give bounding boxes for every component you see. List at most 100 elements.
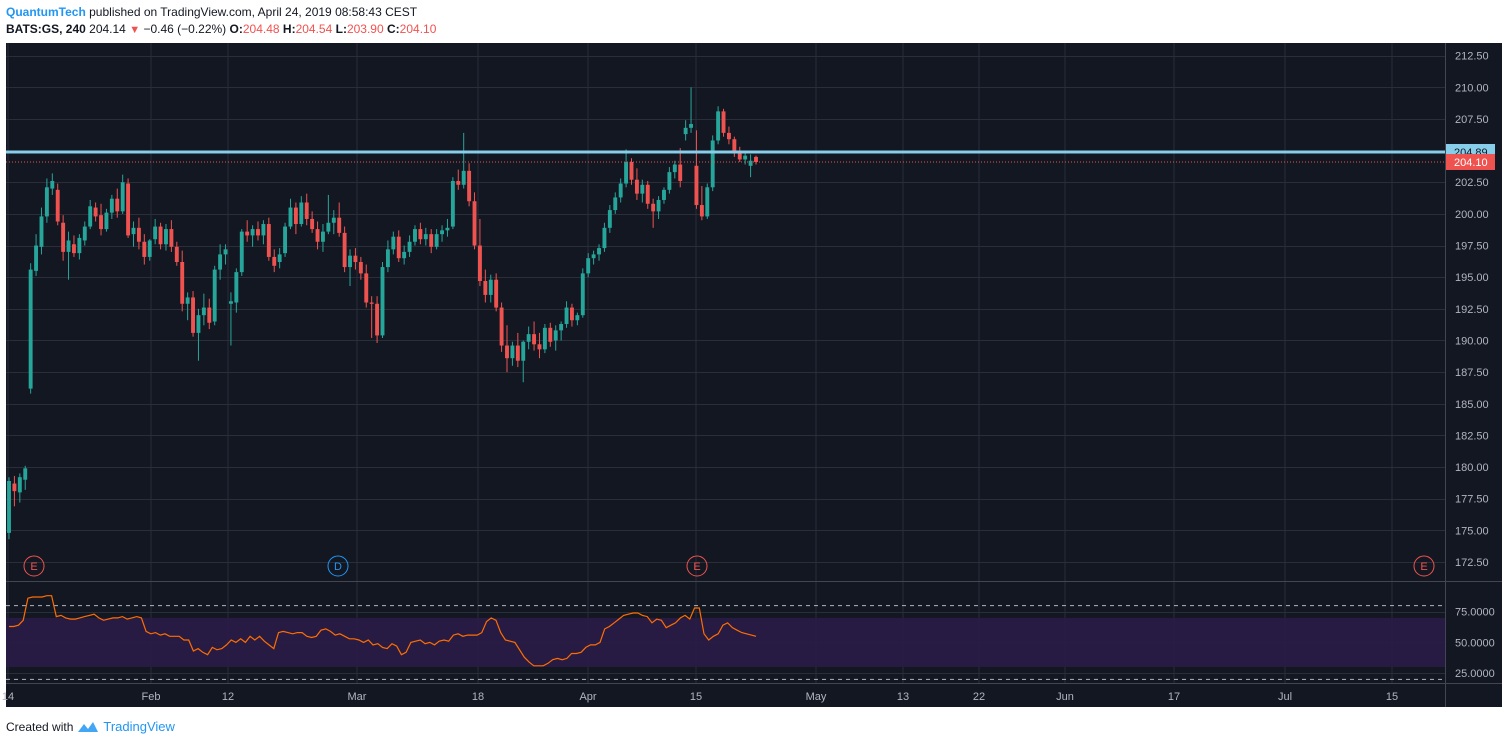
- candle-body: [136, 227, 141, 242]
- candle: [586, 253, 591, 278]
- candle-body: [694, 165, 699, 206]
- candle: [391, 231, 396, 255]
- event-marker-circle: [327, 555, 349, 577]
- candle: [461, 132, 466, 189]
- candle-body: [754, 156, 758, 162]
- price-tick-label: 182.50: [1455, 430, 1489, 442]
- price-tick-label: 177.50: [1455, 494, 1489, 506]
- candle-body: [553, 330, 558, 341]
- candle-body: [93, 207, 98, 217]
- rsi-line: [9, 595, 757, 667]
- candle-body: [12, 483, 17, 492]
- symbol-info: BATS:GS, 240 204.14 ▼ −0.46 (−0.22%) O:2…: [6, 22, 436, 36]
- candle: [7, 477, 11, 540]
- event-marker[interactable]: D: [327, 555, 349, 577]
- candle: [218, 244, 223, 280]
- price-tick-label: 212.50: [1455, 51, 1489, 63]
- candle: [467, 163, 472, 207]
- candle-body: [66, 240, 71, 252]
- price-tick-label: 200.00: [1455, 209, 1489, 221]
- open-label: O:: [229, 22, 243, 36]
- candle: [283, 222, 288, 257]
- candle: [39, 207, 44, 255]
- price-tick-label: 187.50: [1455, 367, 1489, 379]
- candle: [169, 220, 174, 252]
- candle: [256, 221, 260, 241]
- candle-body: [272, 256, 277, 266]
- event-marker-label: E: [30, 561, 37, 573]
- event-marker[interactable]: E: [686, 555, 708, 577]
- candle: [418, 222, 423, 245]
- candle: [732, 136, 737, 157]
- candle-body: [737, 151, 742, 160]
- candle-body: [429, 234, 434, 247]
- candle-body: [385, 249, 390, 268]
- candle: [126, 178, 131, 238]
- candle-body: [256, 229, 260, 236]
- author-link[interactable]: QuantumTech: [6, 5, 86, 19]
- candle: [304, 193, 309, 226]
- candle: [272, 249, 277, 273]
- tradingview-brand-link[interactable]: TradingView: [103, 719, 175, 734]
- time-tick-label: 18: [472, 691, 484, 703]
- low-value: 203.90: [346, 22, 384, 36]
- candle: [61, 215, 66, 261]
- candle-body: [450, 180, 455, 227]
- candle: [223, 244, 228, 265]
- candle: [499, 302, 504, 352]
- time-tick-label: 17: [1168, 691, 1180, 703]
- candle-body: [7, 480, 11, 533]
- candle: [331, 210, 336, 235]
- candle: [77, 234, 82, 260]
- candle-body: [505, 345, 509, 359]
- candle: [299, 196, 304, 227]
- candle: [380, 261, 385, 338]
- event-marker-label: E: [1420, 561, 1427, 573]
- time-tick-label: 14: [2, 691, 14, 703]
- candle-body: [510, 345, 515, 359]
- candle: [699, 186, 704, 221]
- candle-body: [570, 307, 574, 321]
- candle: [667, 167, 672, 194]
- event-marker[interactable]: E: [23, 555, 45, 577]
- candle-body: [142, 241, 147, 257]
- candle: [488, 274, 493, 303]
- candle-body: [532, 334, 537, 345]
- candle: [12, 475, 17, 507]
- candle: [624, 149, 629, 188]
- candle: [494, 273, 499, 312]
- event-marker[interactable]: E: [1413, 555, 1435, 577]
- candle-body: [131, 227, 136, 235]
- candle-body: [115, 198, 120, 212]
- candle: [662, 187, 666, 204]
- candle-body: [315, 229, 320, 242]
- time-tick-label: May: [806, 691, 827, 703]
- candle-body: [299, 202, 304, 225]
- candle-body: [293, 207, 298, 225]
- candle: [678, 148, 683, 188]
- candle: [602, 222, 607, 252]
- candle: [597, 244, 601, 261]
- candle: [472, 192, 477, 250]
- candle: [407, 235, 412, 257]
- candle: [629, 158, 634, 185]
- candle: [321, 224, 325, 252]
- event-marker-label: E: [693, 561, 700, 573]
- candle-body: [326, 222, 331, 232]
- time-tick-label: 12: [222, 691, 234, 703]
- candle: [17, 473, 22, 503]
- candle-body: [748, 160, 753, 166]
- candle: [153, 218, 158, 245]
- candle: [423, 227, 428, 246]
- event-marker-circle: [1413, 555, 1435, 577]
- candle-body: [158, 226, 163, 245]
- candle-body: [218, 254, 223, 270]
- candle-body: [228, 301, 233, 304]
- candle: [212, 265, 217, 326]
- candle-body: [174, 246, 179, 262]
- candle-body: [575, 315, 580, 321]
- candle-body: [445, 227, 450, 231]
- candle: [575, 312, 580, 326]
